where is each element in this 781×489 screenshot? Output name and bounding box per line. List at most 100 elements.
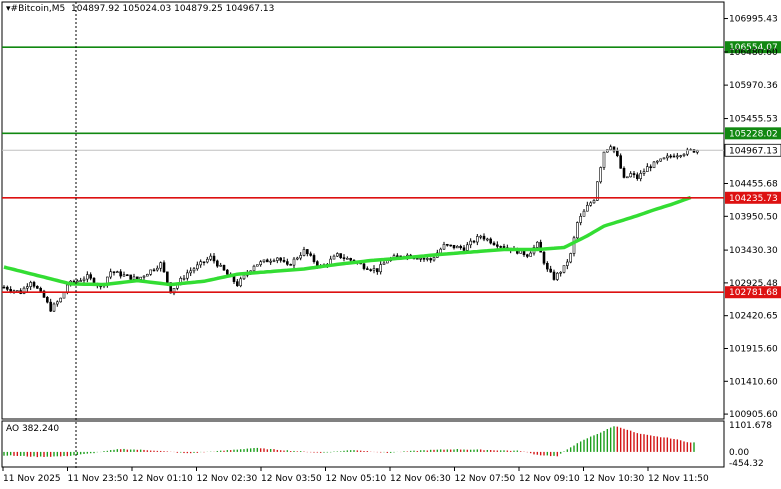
candle-body: [449, 244, 452, 247]
candle-body: [226, 269, 229, 275]
candle-body: [459, 245, 462, 249]
candle-body: [259, 261, 262, 266]
candle-body: [216, 260, 219, 267]
candle-body: [39, 288, 42, 292]
candle-body: [309, 253, 312, 256]
candle-body: [76, 280, 79, 283]
candle-body: [422, 258, 426, 260]
candle-body: [529, 252, 532, 257]
time-tick-label: 12 Nov 06:30: [390, 474, 451, 484]
candle-body: [332, 255, 336, 260]
candle-body: [282, 260, 286, 262]
candle-body: [432, 257, 436, 261]
price-tick-label: 106995.43: [729, 15, 778, 25]
candle-body: [112, 271, 116, 274]
candle-body: [159, 262, 162, 269]
price-tick-label: 103430.30: [729, 246, 778, 256]
candle-body: [472, 240, 476, 243]
candle-body: [496, 244, 499, 247]
current-price-label: 104967.13: [729, 146, 778, 156]
candle-body: [122, 274, 126, 277]
candle-body: [552, 271, 556, 280]
time-tick-label: 12 Nov 09:10: [519, 474, 580, 484]
candle-body: [456, 245, 459, 249]
candle-body: [199, 261, 202, 266]
candle-body: [592, 200, 596, 204]
price-tick-label: 104455.68: [729, 180, 778, 190]
candle-body: [622, 167, 626, 178]
candle-body: [149, 269, 152, 275]
candle-body: [652, 161, 656, 169]
candle-body: [586, 204, 589, 212]
candle-body: [669, 155, 672, 158]
candle-body: [659, 158, 662, 162]
candle-body: [262, 259, 266, 263]
candle-body: [346, 258, 349, 260]
level-price-tag: [725, 127, 781, 140]
candle-body: [109, 271, 112, 278]
candle-body: [386, 260, 389, 264]
candle-body: [56, 301, 59, 305]
candle-body: [629, 173, 632, 178]
candle-body: [276, 257, 279, 261]
candle-body: [676, 155, 679, 158]
candle-body: [612, 146, 616, 152]
candle-body: [186, 272, 189, 279]
candle-body: [306, 249, 309, 255]
candle-body: [376, 268, 379, 273]
candle-body: [466, 244, 469, 251]
candle-body: [82, 278, 86, 281]
candle-body: [49, 301, 52, 312]
candle-body: [382, 262, 386, 265]
candle-body: [126, 274, 129, 277]
time-tick-label: 11 Nov 2025: [3, 474, 61, 484]
price-tick-label: 101915.60: [729, 344, 778, 354]
candle-body: [452, 244, 456, 249]
time-axis[interactable]: 11 Nov 2025 11 Nov 23:50 12 Nov 01:10 12 No…: [2, 467, 709, 484]
price-tick-label: 105970.36: [729, 81, 778, 91]
level-price-label: 102781.68: [729, 288, 778, 298]
candle-body: [52, 303, 56, 312]
candle-body: [602, 151, 606, 168]
candle-body: [342, 257, 346, 259]
ao-axis: 1101.678 0.00-454.32: [729, 421, 772, 469]
candle-body: [239, 278, 242, 287]
moving-average-line: [3, 195, 692, 287]
candle-body: [6, 286, 9, 290]
ao-histogram: [3, 426, 695, 458]
price-tick-label: 103950.50: [729, 212, 778, 222]
candle-body: [526, 254, 529, 257]
chart-frames: [1, 1, 725, 468]
price-tick-label: 101410.60: [729, 377, 778, 387]
level-lines[interactable]: 106554.07 105228.02 104967.13 104235.73 1027…: [2, 41, 781, 299]
candle-body: [489, 238, 492, 244]
time-tick-label: 12 Nov 01:10: [132, 474, 193, 484]
candle-body: [626, 176, 629, 179]
candle-body: [576, 222, 579, 239]
candle-body: [119, 271, 122, 277]
symbol-label: #Bitcoin,M5: [10, 4, 66, 14]
candles-layer: [2, 144, 699, 312]
ao-tick-label: -454.32: [729, 459, 764, 469]
time-tick-label: 12 Nov 05:10: [326, 474, 387, 484]
candle-body: [289, 264, 292, 266]
candle-body: [36, 285, 39, 289]
time-tick-label: 12 Nov 02:30: [197, 474, 258, 484]
candle-body: [446, 244, 449, 246]
candle-body: [129, 274, 132, 280]
candle-body: [596, 181, 599, 201]
price-axis[interactable]: 106995.43 106480.60 105970.36 105455.53 1044…: [724, 15, 778, 421]
candle-body: [139, 276, 142, 280]
price-tick-label: 106480.60: [729, 48, 778, 58]
chart-header: ▾#Bitcoin,M5 104897.92 105024.03 104879.…: [6, 4, 274, 14]
candle-body: [206, 258, 209, 263]
candle-body: [286, 261, 289, 265]
candle-body: [562, 265, 566, 273]
candle-body: [579, 215, 582, 223]
candle-body: [59, 297, 62, 303]
candle-body: [339, 253, 342, 258]
candle-body: [209, 255, 212, 260]
candle-body: [639, 173, 642, 179]
candle-body: [462, 247, 466, 251]
